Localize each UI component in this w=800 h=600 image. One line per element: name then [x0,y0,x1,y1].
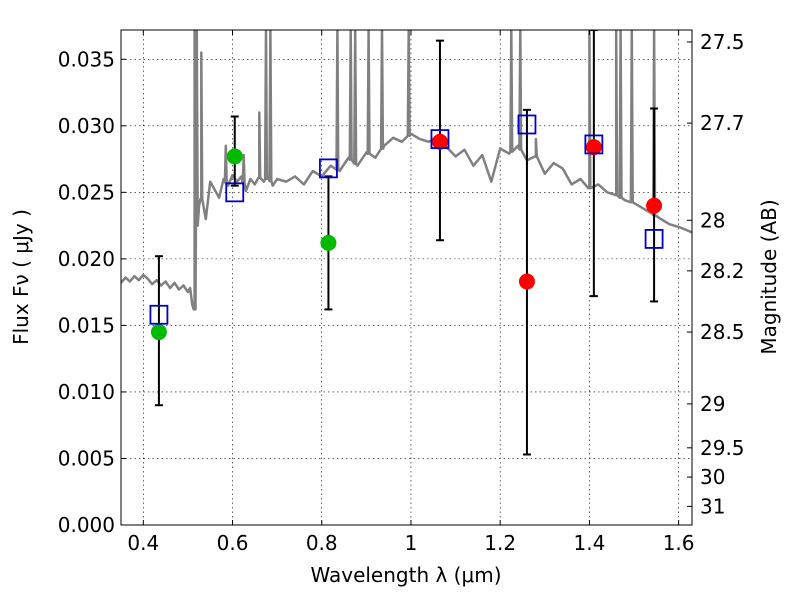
y-tick-label: 0.030 [58,114,115,138]
x-tick-label: 1.6 [663,531,695,555]
circle-marker [226,148,243,165]
x-tick-label: 1 [405,531,418,555]
x-tick-label: 0.6 [217,531,249,555]
y2-axis-label: Magnitude (AB) [757,199,781,354]
x-axis-label: Wavelength λ (μm) [310,563,501,587]
error-bar [589,30,598,298]
y-tick-label: 0.010 [58,380,115,404]
y-tick-label: 0.015 [58,313,115,337]
circle-marker [518,273,535,290]
y-tick-label: 0.000 [58,513,115,537]
square-marker [319,158,338,179]
y2-axis-ticks: 27.5 27.7 28 28.2 28.5 29 29.5 30 31 [687,30,745,518]
model-spectrum [121,30,692,311]
x-axis-ticks: 0.4 0.6 0.8 1 1.2 1.4 1.6 [127,30,695,555]
sed-line [121,30,692,311]
y2-tick-label: 27.7 [700,111,745,135]
y-tick-label: 0.020 [58,247,115,271]
circle-marker [646,197,663,214]
error-bars [154,30,659,456]
data-markers [149,114,664,341]
y2-tick-label: 29 [700,392,725,416]
grid [121,30,692,526]
square-marker [584,134,604,155]
x-tick-label: 1.4 [573,531,605,555]
plot-frame [120,29,693,526]
y-tick-label: 0.005 [58,446,115,470]
y2-tick-label: 29.5 [700,436,745,460]
square-marker [517,114,537,135]
plot-area [121,30,692,456]
y-tick-label: 0.035 [58,47,115,71]
y-axis-ticks: 0.000 0.005 0.010 0.015 0.020 0.025 0.030 0.035 [58,47,126,537]
square-marker [149,304,169,325]
y2-tick-label: 28.5 [700,320,745,344]
square-marker [430,129,450,150]
circle-marker [585,139,602,156]
circle-marker [431,133,448,150]
circle-marker [320,234,337,251]
y2-tick-label: 28.2 [700,259,745,283]
y-tick-label: 0.025 [58,180,115,204]
circle-marker [150,324,167,341]
y2-tick-label: 30 [700,465,725,489]
y-axis-label: Flux Fν ( μJy ) [9,209,33,345]
x-tick-label: 0.4 [127,531,159,555]
y2-tick-label: 28 [700,208,725,232]
x-tick-label: 1.2 [484,531,516,555]
square-marker [644,229,664,249]
x-tick-label: 0.8 [306,531,338,555]
y2-tick-label: 31 [700,494,725,518]
square-marker [225,182,245,203]
y2-tick-label: 27.5 [700,30,745,54]
